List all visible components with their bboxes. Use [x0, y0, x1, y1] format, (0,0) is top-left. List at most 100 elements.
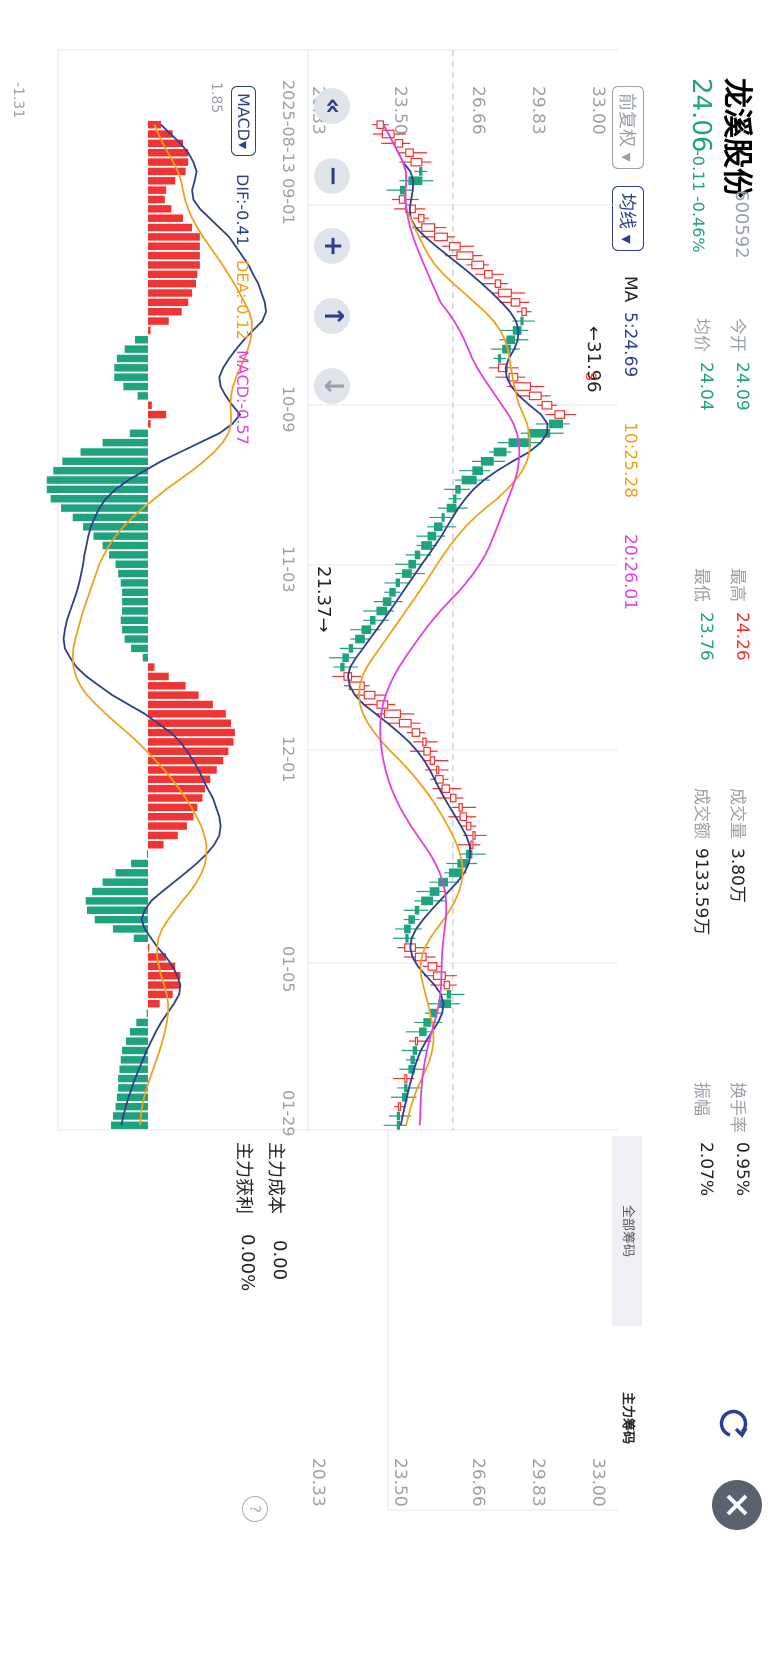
candle-body — [435, 774, 444, 784]
macd-bar — [116, 1093, 148, 1102]
candle-body — [397, 1102, 402, 1111]
candle-body — [456, 251, 474, 260]
macd-bar — [147, 663, 155, 671]
macd-bar — [147, 158, 189, 166]
candle-body — [421, 223, 436, 232]
macd-bar — [131, 644, 148, 653]
macd-bar — [147, 775, 211, 784]
profit-label: 主力获利 — [233, 1142, 254, 1214]
open-value: 24.09 — [732, 362, 752, 411]
macd-bars — [46, 120, 235, 1130]
candle-body — [541, 400, 553, 410]
candle-body — [549, 419, 564, 429]
macd-bar — [118, 569, 148, 578]
scroll-up-icon[interactable]: ↑ — [314, 298, 350, 334]
macd-bar — [124, 345, 148, 353]
candle-body — [355, 634, 365, 644]
candle-body — [472, 831, 476, 840]
macd-bar — [102, 438, 148, 447]
candle-body — [427, 531, 437, 541]
candle-body — [395, 578, 401, 588]
candle-body — [436, 765, 440, 775]
macd-bar — [122, 597, 148, 606]
macd-bar — [147, 756, 224, 765]
macd-bar — [83, 523, 148, 531]
volume-value: 3.80万 — [727, 848, 747, 903]
candle-body — [471, 260, 485, 270]
macd-bar — [93, 532, 148, 540]
price-axis-label: 23.50 — [390, 86, 410, 135]
macd-bar — [115, 1102, 148, 1111]
macd-bar — [122, 625, 148, 634]
macd-bar — [120, 616, 148, 625]
candle-body — [396, 1111, 401, 1121]
zoom-out-icon[interactable]: − — [314, 158, 350, 194]
help-icon[interactable]: ? — [242, 1496, 268, 1522]
candle-body — [398, 718, 412, 728]
candle-body — [461, 475, 477, 485]
macd-bar — [125, 1037, 148, 1045]
candle-body — [410, 1055, 415, 1065]
candle-body — [429, 756, 436, 765]
zoom-in-icon[interactable]: + — [314, 228, 350, 264]
chips-axis-label: 29.83 — [528, 1458, 548, 1507]
date-label: 01-05 — [279, 946, 298, 993]
macd-bar — [147, 233, 200, 241]
sell-marker: S — [582, 372, 598, 381]
macd-bar — [146, 1009, 148, 1017]
ma10-line — [357, 124, 531, 1126]
max-annotation: ←31.96 — [583, 326, 604, 393]
amplitude-label: 振幅 — [691, 1082, 711, 1116]
current-price: 24.06 — [686, 78, 716, 153]
candle-body — [484, 269, 493, 279]
date-label: 12-01 — [279, 736, 298, 783]
scroll-down-icon[interactable]: ↓ — [314, 368, 350, 404]
dif-legend: DIF:-0.41 — [233, 174, 252, 246]
date-label: 10-09 — [279, 386, 298, 433]
macd-bar — [147, 223, 193, 232]
macd-bar — [120, 579, 148, 587]
macd-bar — [114, 373, 148, 381]
macd-legend: MACD:-0.57 — [233, 350, 252, 445]
macd-button[interactable]: MACD▾ — [231, 86, 256, 156]
refresh-icon[interactable] — [714, 1404, 754, 1444]
stock-name: 龙溪股份 — [719, 78, 754, 198]
macd-bar — [109, 551, 148, 559]
date-label: 11-03 — [279, 546, 298, 593]
macd-bar — [147, 326, 151, 335]
cost-value: 0.00 — [269, 1240, 290, 1281]
candle-body — [497, 354, 502, 363]
macd-bar — [147, 205, 172, 213]
macd-bar — [147, 195, 165, 204]
macd-bar — [147, 747, 229, 755]
macd-bar — [147, 841, 164, 849]
candle-body — [459, 812, 468, 822]
date-label: 2025-08-13 09-01 — [279, 80, 298, 225]
turnover-value: 0.95% — [732, 1142, 752, 1197]
candle-body — [432, 971, 446, 981]
candle-body — [449, 793, 457, 803]
candle-body — [383, 709, 402, 719]
candle-body — [410, 157, 423, 167]
macd-bar — [124, 635, 148, 643]
macd-bar — [46, 485, 148, 494]
dea-line — [71, 124, 253, 1126]
ma5-legend: 5:24.69 — [620, 312, 640, 378]
macd-bar — [136, 1018, 148, 1027]
candle-body — [423, 746, 431, 756]
candle-body — [528, 391, 542, 401]
candle-body — [465, 821, 472, 831]
ma-lines — [62, 124, 549, 1126]
collapse-left-icon[interactable]: « — [314, 88, 350, 124]
macd-bar — [62, 457, 148, 466]
price-axis-label: 29.83 — [528, 86, 548, 135]
macd-bar — [147, 990, 173, 999]
candle-body — [402, 569, 412, 578]
close-icon[interactable] — [712, 1480, 762, 1530]
candle-body — [497, 288, 512, 298]
candle-body — [510, 298, 521, 307]
candle-body — [421, 896, 434, 906]
macd-bar — [147, 298, 189, 307]
macd-bar — [147, 139, 184, 148]
ma5-line — [347, 124, 549, 1126]
